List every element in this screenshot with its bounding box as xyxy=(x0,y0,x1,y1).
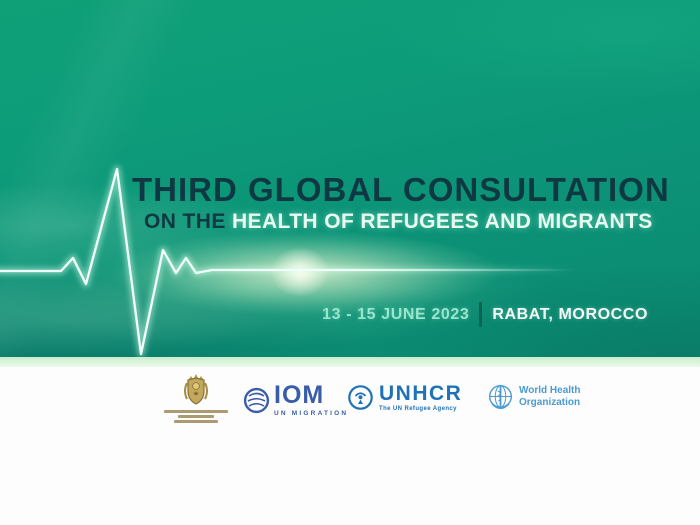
iom-subtitle: UN MIGRATION xyxy=(274,410,349,417)
subtitle-main: HEALTH OF REFUGEES AND MIGRANTS xyxy=(231,210,653,234)
logo-footer: IOM UN MIGRATION UNHCR The UN Refugee Ag… xyxy=(0,367,700,525)
who-emblem-icon xyxy=(487,383,514,410)
unhcr-subtitle: The UN Refugee Agency xyxy=(379,406,457,412)
iom-text: IOM UN MIGRATION xyxy=(274,381,349,418)
morocco-coat-of-arms-logo xyxy=(160,371,232,423)
who-logo: World Health Organization xyxy=(487,383,580,410)
page-title: THIRD GLOBAL CONSULTATION xyxy=(132,171,670,208)
divider-band xyxy=(0,357,700,367)
event-location: RABAT, MOROCCO xyxy=(492,305,648,323)
date-location-line: 13 - 15 JUNE 2023 RABAT, MOROCCO xyxy=(322,302,648,327)
unhcr-acronym: UNHCR xyxy=(379,382,463,405)
iom-logo: IOM UN MIGRATION xyxy=(243,383,348,417)
who-text: World Health Organization xyxy=(519,385,580,408)
heartbeat-line-graphic xyxy=(0,165,604,357)
ministry-text-lines xyxy=(164,410,228,423)
separator-bar xyxy=(479,302,483,327)
iom-acronym: IOM xyxy=(274,381,325,409)
unhcr-emblem-icon xyxy=(347,384,374,411)
page-subtitle: ON THE HEALTH OF REFUGEES AND MIGRANTS xyxy=(132,210,692,233)
event-dates: 13 - 15 JUNE 2023 xyxy=(322,305,470,323)
title-block: THIRD GLOBAL CONSULTATION ON THE HEALTH … xyxy=(132,171,692,233)
subtitle-prefix: ON THE xyxy=(144,210,232,234)
unhcr-text: UNHCR The UN Refugee Agency xyxy=(379,383,462,412)
iom-globe-icon xyxy=(243,387,270,414)
morocco-coat-of-arms-icon xyxy=(178,371,214,407)
unhcr-logo: UNHCR The UN Refugee Agency xyxy=(347,383,462,412)
banner-background: THIRD GLOBAL CONSULTATION ON THE HEALTH … xyxy=(0,0,700,357)
who-name-line1: World Health xyxy=(519,385,581,396)
who-name-line2: Organization xyxy=(519,396,581,408)
